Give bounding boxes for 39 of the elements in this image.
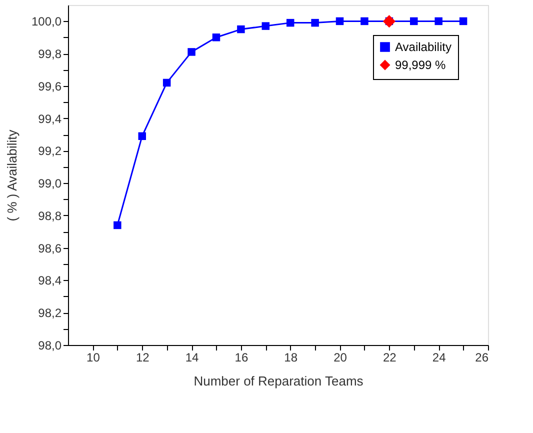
x-tick-label: 10 <box>86 350 100 364</box>
y-tick-label: 98,0 <box>38 338 62 352</box>
point <box>212 34 220 42</box>
x-axis-title: Number of Reparation Teams <box>194 374 364 388</box>
point <box>336 17 344 26</box>
y-tick-label: 100,0 <box>31 14 62 29</box>
y-tick-label: 98,8 <box>38 208 62 223</box>
point <box>262 22 270 30</box>
point <box>138 132 146 140</box>
point <box>237 25 245 34</box>
y-tick-label: 98,2 <box>38 306 62 320</box>
x-tick-label: 22 <box>382 350 397 364</box>
point <box>434 17 442 26</box>
x-tick-label: 24 <box>432 350 446 364</box>
point <box>360 17 368 26</box>
legend-label: 99,999 % <box>395 58 446 72</box>
x-tick-label: 26 <box>475 350 489 364</box>
legend-label: Availability <box>395 40 452 54</box>
y-tick-label: 98,6 <box>38 241 62 256</box>
point <box>311 18 319 27</box>
y-tick-label: 99,2 <box>38 144 62 158</box>
y-axis-title: ( % ) Availability <box>4 129 20 222</box>
x-tick-label: 14 <box>185 350 200 364</box>
point <box>382 15 396 28</box>
point <box>286 18 294 27</box>
point <box>114 221 122 230</box>
point <box>459 17 468 26</box>
x-tick-label: 18 <box>284 350 298 364</box>
point <box>162 78 171 87</box>
x-tick-label: 12 <box>136 350 150 364</box>
point <box>188 48 196 56</box>
y-tick-label: 99,4 <box>38 112 62 126</box>
point <box>410 17 418 26</box>
y-tick-label: 98,4 <box>38 274 62 288</box>
y-tick-label: 99,0 <box>38 176 62 191</box>
x-tick-label: 16 <box>234 350 248 364</box>
y-tick-label: 99,6 <box>38 79 62 94</box>
y-tick-label: 99,8 <box>38 47 62 62</box>
x-tick-label: 20 <box>334 350 348 364</box>
